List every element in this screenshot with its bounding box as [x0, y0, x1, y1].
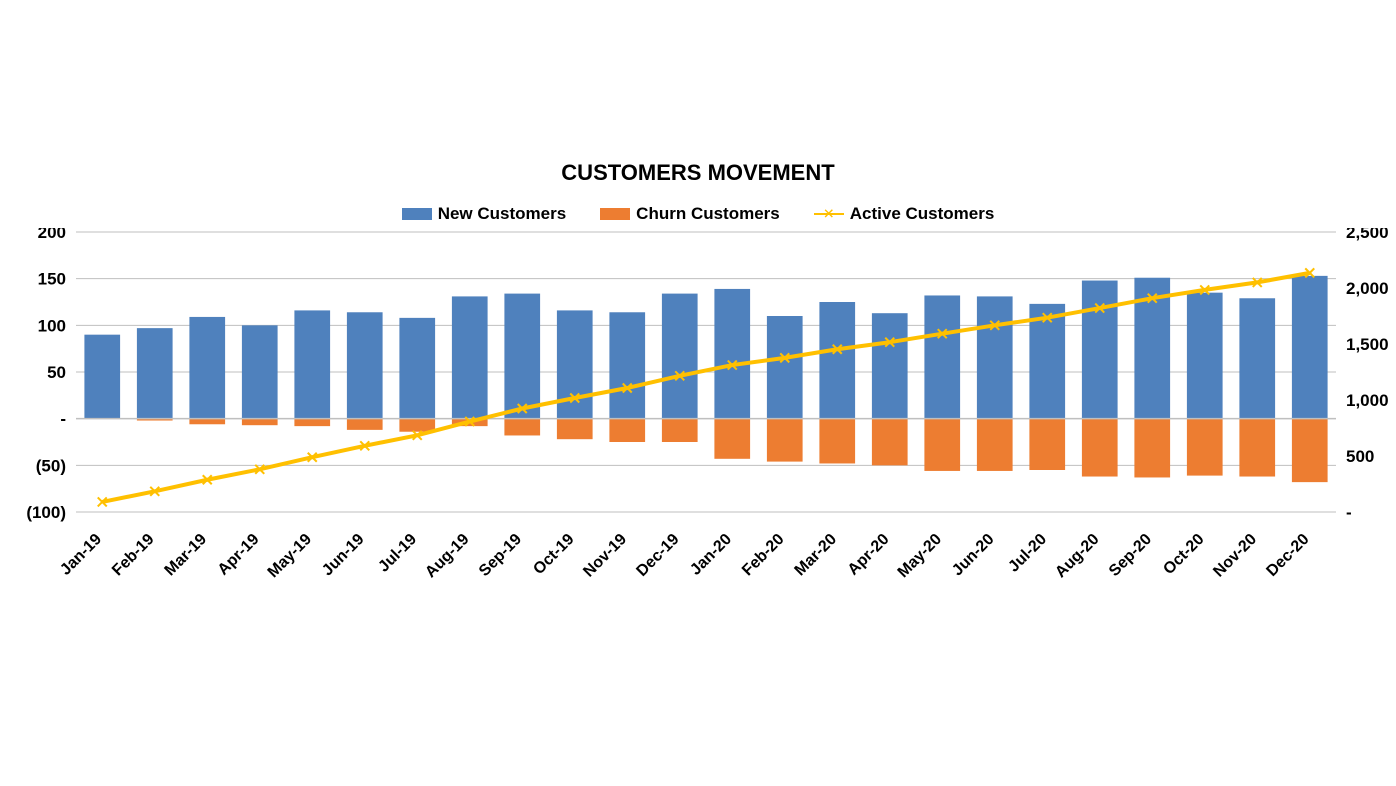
bar-churn	[294, 419, 330, 426]
bar-churn	[924, 419, 960, 471]
bar-new	[504, 294, 540, 419]
y-right-tick: 2,500	[1346, 228, 1389, 242]
chart-plot: (100) (50) - 50 100 150 200 - 500 1,000 1,500 2,000…	[20, 228, 1396, 602]
y-left-tick: 150	[38, 270, 66, 289]
y-right-tick: -	[1346, 503, 1352, 522]
legend-item-active: ✕ Active Customers	[814, 204, 995, 224]
chart-container: CUSTOMERS MOVEMENT New Customers Churn C…	[20, 160, 1376, 602]
bar-churn	[242, 419, 278, 426]
x-tick: Mar-19	[162, 531, 211, 580]
x-tick: Aug-20	[1052, 531, 1102, 581]
legend-swatch-churn	[600, 208, 630, 220]
y-right-tick: 500	[1346, 447, 1374, 466]
y-right-tick: 1,500	[1346, 335, 1389, 354]
y-left-tick: 50	[47, 363, 66, 382]
bar-new	[294, 310, 330, 418]
bar-new	[399, 318, 435, 419]
x-tick: Sep-20	[1106, 531, 1155, 580]
bar-new	[924, 295, 960, 418]
x-tick: Feb-19	[109, 531, 158, 580]
x-tick: Sep-19	[476, 531, 525, 580]
bar-new	[872, 313, 908, 418]
bar-churn	[1187, 419, 1223, 476]
bar-churn	[189, 419, 225, 425]
bar-churn	[557, 419, 593, 440]
x-tick: Jul-20	[1005, 531, 1050, 576]
y-left-tick: (50)	[36, 456, 66, 475]
bar-churn	[504, 419, 540, 436]
y-left-tick: -	[60, 410, 66, 429]
x-tick: Jan-19	[57, 531, 105, 579]
x-tick: Oct-19	[530, 531, 577, 578]
x-tick: Feb-20	[739, 531, 788, 580]
bar-new	[1292, 276, 1328, 419]
y-right-tick: 1,000	[1346, 391, 1389, 410]
bar-new	[347, 312, 383, 418]
bar-churn	[399, 419, 435, 432]
x-tick: May-20	[895, 531, 945, 581]
legend-swatch-new	[402, 208, 432, 220]
legend-label-churn: Churn Customers	[636, 204, 780, 224]
line-active	[102, 273, 1310, 502]
bar-churn	[1082, 419, 1118, 477]
bar-new	[1187, 293, 1223, 419]
bar-churn	[1239, 419, 1275, 477]
legend-item-churn: Churn Customers	[600, 204, 780, 224]
bar-new	[452, 296, 488, 418]
bar-churn	[662, 419, 698, 442]
x-tick: Jan-20	[687, 531, 735, 579]
bar-new	[819, 302, 855, 419]
x-tick: Apr-20	[845, 531, 893, 579]
x-tick: Dec-19	[633, 531, 682, 580]
bar-new	[137, 328, 173, 419]
bar-churn	[1134, 419, 1170, 478]
bar-new	[242, 325, 278, 418]
bar-new	[977, 296, 1013, 418]
bar-new	[714, 289, 750, 419]
bar-new	[662, 294, 698, 419]
bar-churn	[977, 419, 1013, 471]
bar-new	[767, 316, 803, 419]
y-left-tick: (100)	[26, 503, 66, 522]
x-tick: Jun-19	[319, 531, 368, 580]
legend-label-active: Active Customers	[850, 204, 995, 224]
x-tick: Aug-19	[422, 531, 472, 581]
bar-new	[189, 317, 225, 419]
x-tick: Dec-20	[1263, 531, 1312, 580]
legend-swatch-active: ✕	[814, 208, 844, 220]
bar-new	[84, 335, 120, 419]
y-right-tick: 2,000	[1346, 279, 1389, 298]
x-tick: Nov-20	[1210, 531, 1260, 581]
x-tick: Jul-19	[375, 531, 420, 576]
bar-churn	[872, 419, 908, 466]
bar-churn	[347, 419, 383, 430]
legend-label-new: New Customers	[438, 204, 566, 224]
x-tick: Oct-20	[1160, 531, 1207, 578]
x-tick: Mar-20	[792, 531, 841, 580]
y-left-tick: 200	[38, 228, 66, 242]
bar-churn	[767, 419, 803, 462]
legend-item-new: New Customers	[402, 204, 566, 224]
x-tick: Nov-19	[580, 531, 630, 581]
x-tick: Jun-20	[949, 531, 998, 580]
legend: New Customers Churn Customers ✕ Active C…	[20, 204, 1376, 224]
y-left-tick: 100	[38, 316, 66, 335]
chart-title: CUSTOMERS MOVEMENT	[20, 160, 1376, 186]
x-tick: Apr-19	[215, 531, 263, 579]
bar-churn	[1292, 419, 1328, 482]
bar-churn	[609, 419, 645, 442]
bar-new	[1082, 281, 1118, 419]
bar-new	[609, 312, 645, 418]
x-tick: May-19	[265, 531, 315, 581]
bar-new	[1239, 298, 1275, 418]
bar-churn	[714, 419, 750, 459]
bar-churn	[819, 419, 855, 464]
bar-churn	[1029, 419, 1065, 470]
